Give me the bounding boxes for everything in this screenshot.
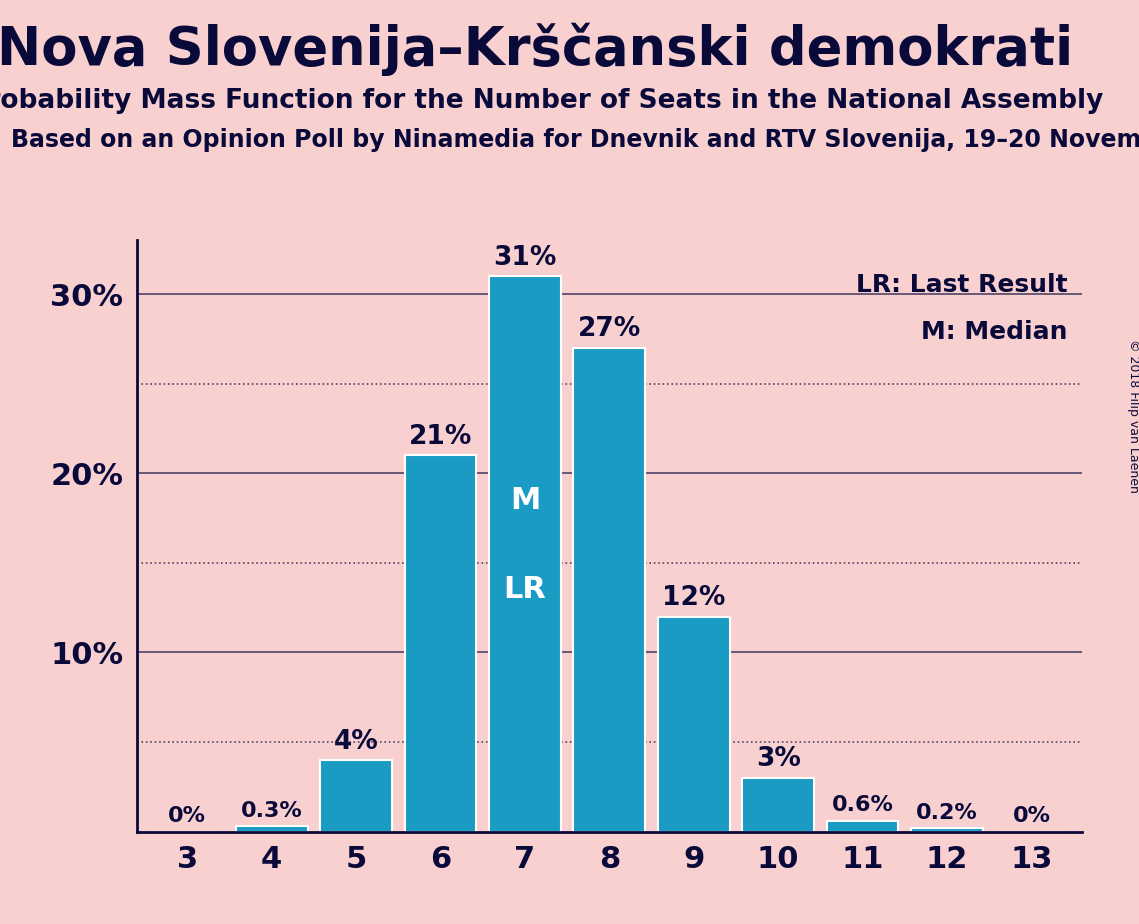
Text: Based on an Opinion Poll by Ninamedia for Dnevnik and RTV Slovenija, 19–20 Novem: Based on an Opinion Poll by Ninamedia fo… xyxy=(11,128,1139,152)
Text: 0.3%: 0.3% xyxy=(240,801,303,821)
Text: 0.6%: 0.6% xyxy=(831,796,893,816)
Bar xyxy=(658,616,730,832)
Bar xyxy=(320,760,392,832)
Text: 31%: 31% xyxy=(493,245,557,271)
Bar xyxy=(489,276,560,832)
Bar xyxy=(404,456,476,832)
Text: 27%: 27% xyxy=(577,316,641,343)
Bar xyxy=(827,821,899,832)
Text: 4%: 4% xyxy=(334,728,378,755)
Text: LR: Last Result: LR: Last Result xyxy=(857,273,1068,297)
Text: Nova Slovenija–Krščanski demokrati: Nova Slovenija–Krščanski demokrati xyxy=(0,23,1073,77)
Text: 21%: 21% xyxy=(409,424,473,450)
Bar xyxy=(574,347,645,832)
Text: Probability Mass Function for the Number of Seats in the National Assembly: Probability Mass Function for the Number… xyxy=(0,88,1103,114)
Bar xyxy=(911,828,983,832)
Text: 0%: 0% xyxy=(1013,807,1050,826)
Text: 0.2%: 0.2% xyxy=(916,803,978,822)
Text: 3%: 3% xyxy=(756,747,801,772)
Text: LR: LR xyxy=(503,575,547,604)
Text: 12%: 12% xyxy=(662,585,726,611)
Bar xyxy=(236,826,308,832)
Text: M: M xyxy=(510,486,540,515)
Text: 0%: 0% xyxy=(169,807,206,826)
Bar xyxy=(743,778,814,832)
Text: © 2018 Filip van Laenen: © 2018 Filip van Laenen xyxy=(1126,339,1139,492)
Text: M: Median: M: Median xyxy=(921,320,1068,344)
